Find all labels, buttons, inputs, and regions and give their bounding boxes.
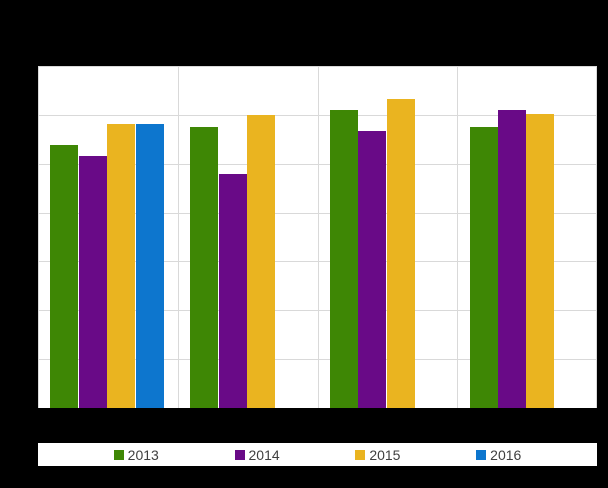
legend-label-2014: 2014 (248, 446, 280, 463)
v-gridline (596, 66, 597, 408)
legend-swatch-2014 (234, 449, 245, 460)
bar-2013-group-4 (470, 127, 498, 408)
bar-2016-group-1 (136, 124, 164, 408)
legend-item-2014: 2014 (234, 446, 280, 463)
h-gridline (38, 115, 597, 116)
bar-2015-group-4 (526, 114, 554, 408)
bar-2015-group-3 (387, 99, 415, 408)
bar-2015-group-2 (247, 115, 275, 408)
title-redaction-band (0, 0, 608, 66)
h-gridline (38, 66, 597, 67)
legend-label-2015: 2015 (369, 446, 401, 463)
legend-item-2015: 2015 (355, 448, 400, 462)
legend-label-2016: 2016 (490, 446, 522, 463)
v-gridline (318, 66, 319, 408)
h-gridline (38, 261, 597, 262)
h-gridline (38, 359, 597, 360)
bar-2014-group-2 (219, 174, 247, 408)
bar-2013-group-2 (190, 127, 218, 408)
xaxis-redaction-band (0, 408, 608, 443)
legend-item-2016: 2016 (476, 448, 521, 462)
bar-2015-group-1 (107, 124, 135, 408)
legend-swatch-2013 (113, 449, 124, 460)
legend-swatch-2016 (476, 449, 487, 460)
v-gridline (178, 66, 179, 408)
v-gridline (38, 66, 39, 408)
bar-2014-group-4 (498, 110, 526, 408)
plot-area (38, 66, 597, 408)
legend-swatch-2015 (355, 449, 366, 460)
h-gridline (38, 164, 597, 165)
bar-2013-group-3 (330, 110, 358, 408)
footer-redaction-band (0, 466, 608, 488)
legend-item-2013: 2013 (113, 446, 159, 463)
bar-2014-group-1 (79, 156, 107, 408)
h-gridline (38, 310, 597, 311)
h-gridline (38, 213, 597, 214)
legend-label-2013: 2013 (127, 446, 159, 463)
bar-2014-group-3 (358, 131, 386, 408)
v-gridline (457, 66, 458, 408)
bar-2013-group-1 (50, 145, 78, 408)
legend: 2013 2014 2015 2016 (38, 443, 597, 466)
